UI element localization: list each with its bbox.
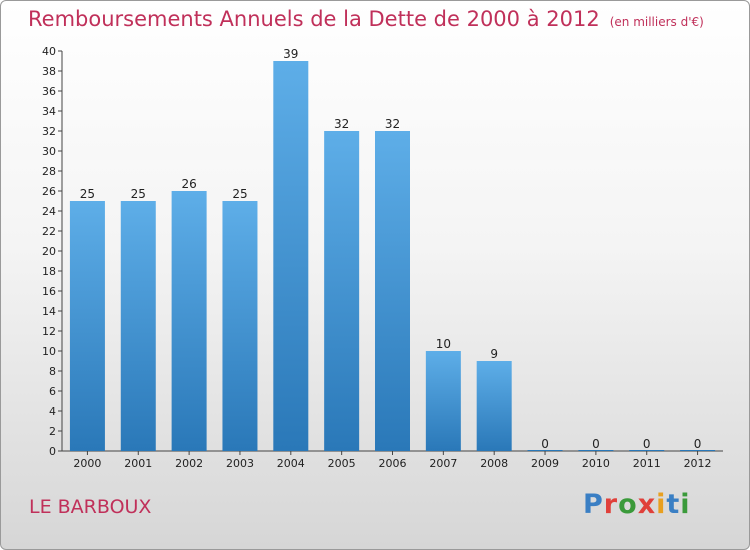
x-tick-label: 2008	[480, 457, 508, 470]
proxiti-logo: Proxiti	[583, 489, 691, 520]
x-tick-label: 2006	[379, 457, 407, 470]
y-tick-label: 6	[49, 385, 56, 398]
bar-value-label: 0	[694, 437, 702, 451]
chart-subtitle: (en milliers d'€)	[609, 15, 704, 29]
y-tick-label: 22	[42, 225, 56, 238]
y-tick-label: 32	[42, 125, 56, 138]
bar-value-label: 0	[643, 437, 651, 451]
bar	[680, 450, 716, 451]
logo-letter: i	[656, 489, 667, 520]
x-tick-label: 2003	[226, 457, 254, 470]
y-tick-label: 30	[42, 145, 56, 158]
logo-letter: P	[583, 489, 604, 520]
x-tick-label: 2007	[429, 457, 457, 470]
bar-value-label: 10	[436, 337, 451, 351]
bar-value-label: 32	[385, 117, 400, 131]
y-tick-label: 20	[42, 245, 56, 258]
bar	[527, 450, 563, 451]
x-tick-label: 2001	[124, 457, 152, 470]
y-tick-label: 26	[42, 185, 56, 198]
y-tick-label: 0	[49, 445, 56, 458]
bar-value-label: 39	[283, 47, 298, 61]
y-tick-label: 14	[42, 305, 56, 318]
logo-letter: t	[666, 489, 681, 520]
y-tick-label: 28	[42, 165, 56, 178]
bar	[375, 131, 410, 451]
y-tick-label: 38	[42, 65, 56, 78]
chart-axes: 0246810121416182022242628303234363840200…	[42, 45, 723, 470]
bar	[425, 351, 461, 451]
bar	[324, 131, 360, 451]
bar-value-label: 0	[541, 437, 549, 451]
bar	[476, 361, 512, 451]
y-tick-label: 18	[42, 265, 56, 278]
x-tick-label: 2012	[684, 457, 712, 470]
x-tick-label: 2000	[73, 457, 101, 470]
bar	[273, 61, 309, 451]
bar-value-label: 26	[181, 177, 196, 191]
y-tick-label: 16	[42, 285, 56, 298]
y-tick-label: 8	[49, 365, 56, 378]
x-tick-label: 2009	[531, 457, 559, 470]
x-tick-label: 2010	[582, 457, 610, 470]
chart-bars	[69, 61, 716, 451]
logo-letter: x	[637, 489, 657, 520]
bar-value-label: 0	[592, 437, 600, 451]
bar	[69, 201, 105, 451]
y-tick-label: 36	[42, 85, 56, 98]
y-tick-label: 2	[49, 425, 56, 438]
x-tick-label: 2004	[277, 457, 305, 470]
y-tick-label: 24	[42, 205, 56, 218]
bar-value-label: 25	[131, 187, 146, 201]
bar-value-label: 25	[80, 187, 95, 201]
logo-letter: r	[603, 489, 619, 520]
chart-title: Remboursements Annuels de la Dette de 20…	[28, 7, 704, 31]
commune-name: LE BARBOUX	[29, 496, 152, 518]
y-tick-label: 12	[42, 325, 56, 338]
bar-value-label: 32	[334, 117, 349, 131]
chart-data-labels: 25 25 26 25 39 32 32 10 9 0 0 0 0	[80, 47, 702, 451]
x-tick-label: 2011	[633, 457, 661, 470]
chart-title-text: Remboursements Annuels de la Dette de 20…	[28, 7, 600, 31]
bar	[578, 450, 614, 451]
logo-letter: o	[618, 489, 638, 520]
bar	[171, 191, 207, 451]
x-tick-label: 2002	[175, 457, 203, 470]
y-tick-label: 4	[49, 405, 56, 418]
y-tick-label: 10	[42, 345, 56, 358]
y-tick-label: 34	[42, 105, 56, 118]
bar-value-label: 25	[232, 187, 247, 201]
x-tick-label: 2005	[328, 457, 356, 470]
y-tick-label: 40	[42, 45, 56, 58]
bar	[222, 201, 258, 451]
bar	[629, 450, 665, 451]
bar	[120, 201, 156, 451]
bar-value-label: 9	[490, 347, 498, 361]
logo-letter: i	[680, 489, 691, 520]
